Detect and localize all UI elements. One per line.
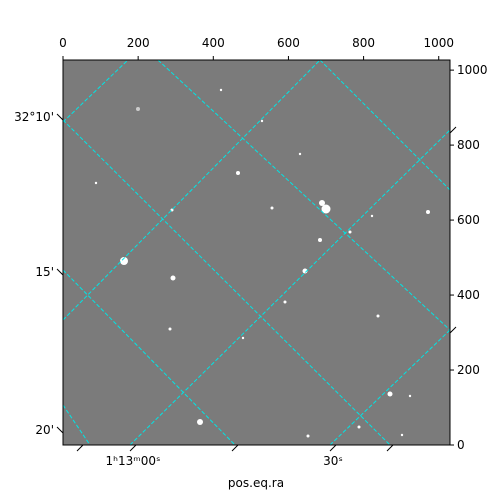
x-axis-label: pos.eq.ra bbox=[228, 476, 284, 490]
ra-tick bbox=[329, 444, 337, 452]
x-tick-label: 0 bbox=[59, 36, 67, 50]
x-tick-label: 1000 bbox=[423, 36, 454, 50]
y2-tick-label: 400 bbox=[457, 288, 480, 302]
y2-tick-label: 800 bbox=[457, 138, 480, 152]
ra-minor-tick bbox=[386, 444, 394, 452]
dec-tick bbox=[56, 426, 64, 434]
coordinate-grid bbox=[63, 60, 450, 445]
ra-minor-tick bbox=[231, 444, 239, 452]
ra-tick bbox=[129, 444, 137, 452]
dec-minor-tick bbox=[449, 326, 457, 334]
dec-tick bbox=[56, 268, 64, 276]
y2-tick-label: 200 bbox=[457, 363, 480, 377]
axes-frame bbox=[62, 59, 451, 446]
x-tick-label: 400 bbox=[202, 36, 225, 50]
ra-tick-label: 30ˢ bbox=[323, 454, 343, 468]
x-tick-label: 200 bbox=[127, 36, 150, 50]
y2-tick-label: 1000 bbox=[457, 63, 488, 77]
dec-tick-label: 32°10' bbox=[14, 110, 54, 124]
dec-tick bbox=[56, 113, 64, 121]
y2-tick-label: 600 bbox=[457, 213, 480, 227]
x-tick-label: 600 bbox=[277, 36, 300, 50]
y2-tick-label: 0 bbox=[457, 438, 465, 452]
ra-minor-tick bbox=[76, 444, 84, 452]
dec-tick-label: 15' bbox=[35, 265, 54, 279]
ra-tick-label: 1ʰ13ᵐ00ˢ bbox=[106, 454, 161, 468]
sky-image bbox=[63, 60, 450, 445]
x-tick-label: 800 bbox=[352, 36, 375, 50]
dec-minor-tick bbox=[449, 126, 457, 134]
dec-tick-label: 20' bbox=[35, 423, 54, 437]
stars bbox=[94, 88, 430, 438]
